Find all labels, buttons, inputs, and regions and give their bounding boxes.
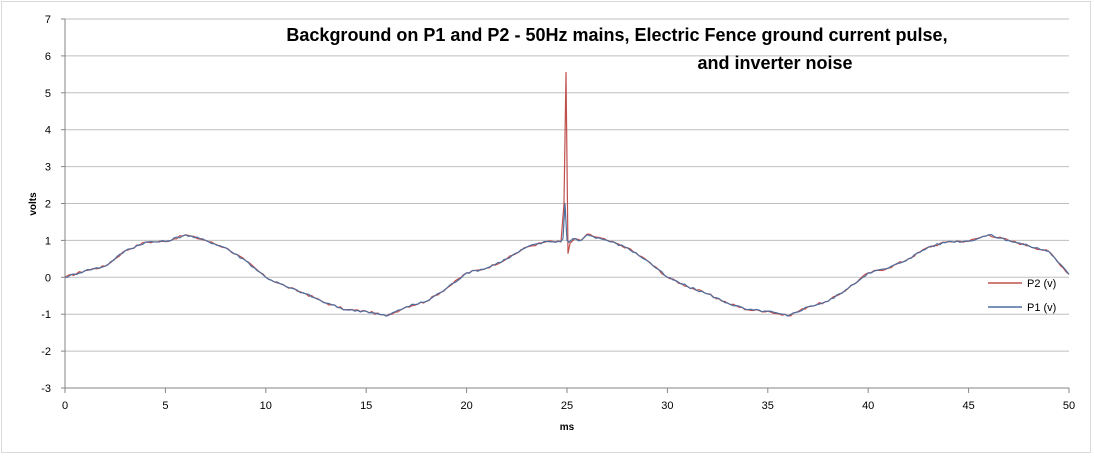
y-tick-label: -3 [41, 383, 51, 395]
x-tick-label: 25 [561, 400, 573, 412]
y-tick-label: 2 [45, 199, 51, 211]
x-tick-label: 15 [360, 400, 372, 412]
y-tick-label: 0 [45, 272, 51, 284]
y-tick-label: 6 [45, 51, 51, 63]
x-tick-label: 0 [62, 400, 68, 412]
legend: P2 (v) P1 (v) [988, 278, 1056, 314]
y-tick-label: 7 [45, 14, 51, 26]
series-line-p1 [64, 202, 1070, 317]
x-tick-label: 30 [661, 400, 673, 412]
x-tick-label: 10 [260, 400, 272, 412]
y-tick-label: -1 [41, 309, 51, 321]
y-tick-label: 4 [45, 125, 51, 137]
x-tick-label: 35 [762, 400, 774, 412]
y-tick-label: 3 [45, 162, 51, 174]
x-tick-labels: 0 5 10 15 20 25 30 35 40 45 50 [62, 388, 1075, 412]
x-tick-label: 40 [862, 400, 874, 412]
y-tick-label: 5 [45, 88, 51, 100]
series-line-p2 [64, 71, 1070, 317]
x-tick-label: 50 [1063, 400, 1075, 412]
x-tick-label: 5 [162, 400, 168, 412]
x-tick-label: 45 [962, 400, 974, 412]
x-tick-label: 20 [460, 400, 472, 412]
chart-title-line-1: Background on P1 and P2 - 50Hz mains, El… [286, 25, 947, 45]
gridlines [65, 18, 1069, 389]
series-lines [64, 71, 1070, 317]
y-tick-label: 1 [45, 235, 51, 247]
x-axis-title: ms [560, 422, 575, 433]
y-tick-label: -2 [41, 346, 51, 358]
legend-label: P2 (v) [1027, 278, 1056, 290]
chart-title-line-2: and inverter noise [697, 53, 852, 73]
y-axis-title: volts [28, 192, 39, 216]
y-tick-labels: 7 6 5 4 3 2 1 0 -1 -2 -3 [41, 14, 65, 395]
legend-label: P1 (v) [1027, 302, 1056, 314]
